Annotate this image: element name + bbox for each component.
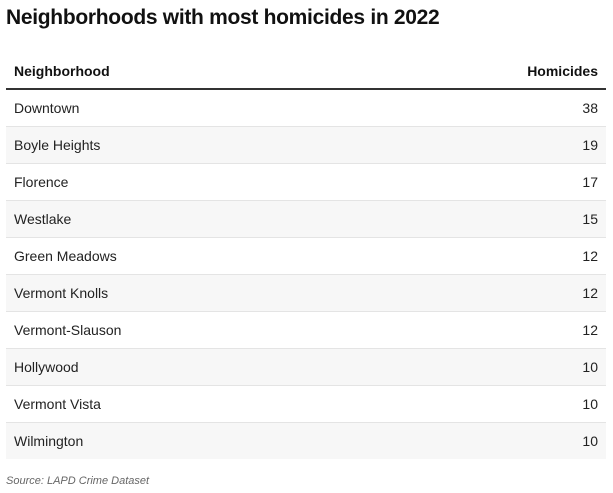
homicides-cell: 10 [306, 422, 606, 459]
neighborhood-cell: Wilmington [6, 422, 306, 459]
neighborhood-cell: Vermont Knolls [6, 274, 306, 312]
data-table: Neighborhood Homicides Downtown 38 Boyle H… [6, 54, 606, 459]
table-row: Hollywood 10 [6, 348, 606, 386]
neighborhood-cell: Vermont-Slauson [6, 311, 306, 349]
column-header-neighborhood: Neighborhood [6, 54, 306, 90]
chart-container: Neighborhoods with most homicides in 202… [6, 0, 606, 459]
table-row: Westlake 15 [6, 200, 606, 238]
table-row: Florence 17 [6, 163, 606, 201]
neighborhood-cell: Boyle Heights [6, 126, 306, 164]
homicides-cell: 12 [306, 274, 606, 312]
neighborhood-cell: Vermont Vista [6, 385, 306, 423]
table-row: Vermont Knolls 12 [6, 274, 606, 312]
table-row: Vermont-Slauson 12 [6, 311, 606, 349]
homicides-cell: 15 [306, 200, 606, 238]
homicides-cell: 10 [306, 348, 606, 386]
neighborhood-cell: Westlake [6, 200, 306, 238]
table-row: Green Meadows 12 [6, 237, 606, 275]
table-row: Wilmington 10 [6, 422, 606, 459]
chart-title: Neighborhoods with most homicides in 202… [6, 6, 440, 29]
table-body: Downtown 38 Boyle Heights 19 Florence 17 Westl… [6, 89, 606, 459]
homicides-cell: 12 [306, 311, 606, 349]
source-note: Source: LAPD Crime Dataset [6, 475, 150, 487]
neighborhood-cell: Florence [6, 163, 306, 201]
homicides-cell: 17 [306, 163, 606, 201]
column-header-homicides: Homicides [306, 54, 606, 90]
homicides-cell: 10 [306, 385, 606, 423]
header-row: Neighborhood Homicides [6, 54, 606, 90]
table-row: Downtown 38 [6, 89, 606, 127]
table-row: Boyle Heights 19 [6, 126, 606, 164]
neighborhood-cell: Hollywood [6, 348, 306, 386]
homicides-cell: 19 [306, 126, 606, 164]
homicides-cell: 38 [306, 89, 606, 127]
neighborhood-cell: Downtown [6, 89, 306, 127]
neighborhood-cell: Green Meadows [6, 237, 306, 275]
table-row: Vermont Vista 10 [6, 385, 606, 423]
homicides-cell: 12 [306, 237, 606, 275]
